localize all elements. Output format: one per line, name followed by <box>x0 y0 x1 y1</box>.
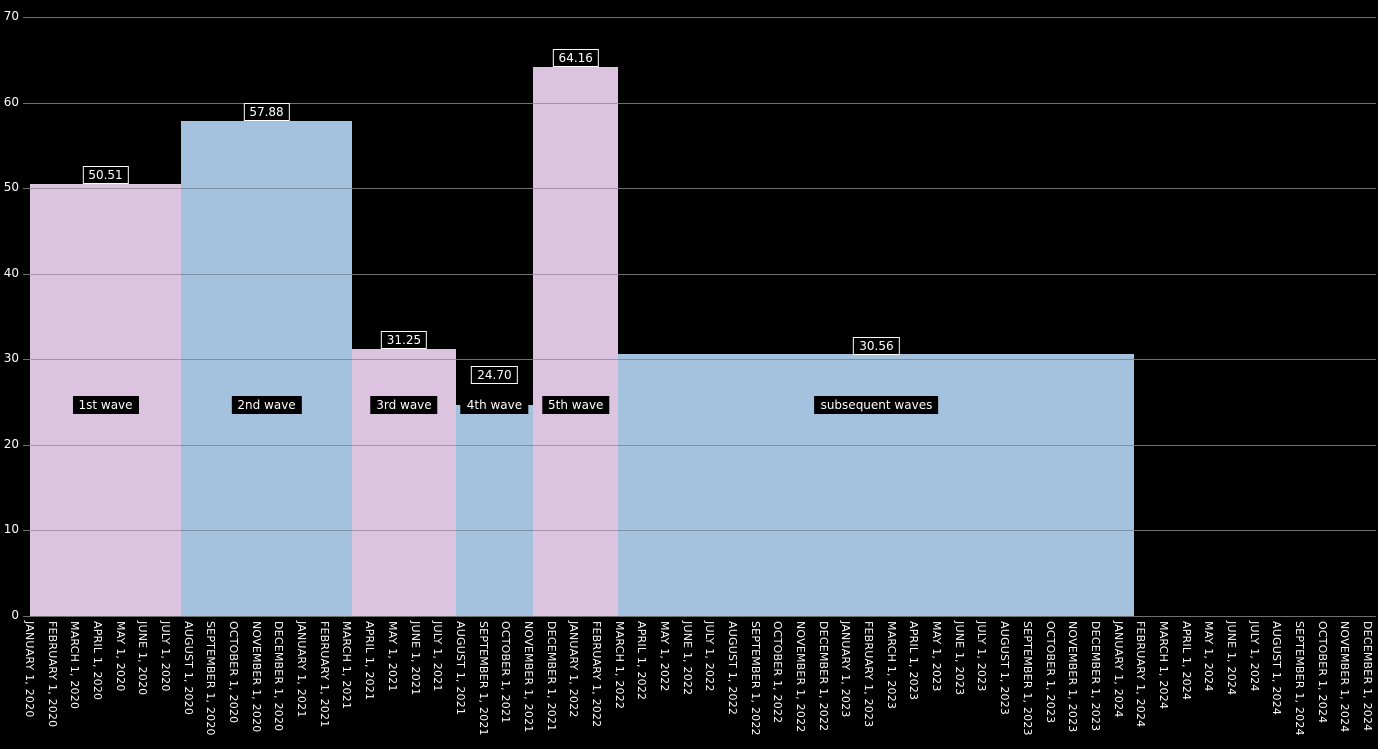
x-tick-label: NOVEMBER 1, 2023 <box>1066 621 1080 733</box>
value-label-4th-wave: 24.70 <box>471 365 518 384</box>
wave-label-2nd-wave: 2nd wave <box>231 395 302 414</box>
x-tick-label: DECEMBER 1, 2022 <box>816 621 830 732</box>
x-tick-label: DECEMBER 1, 2024 <box>1361 621 1374 732</box>
gridline-overlay-y20 <box>23 444 1376 446</box>
value-label-2nd-wave: 57.88 <box>243 102 290 121</box>
wave-label-3rd-wave: 3rd wave <box>370 395 438 414</box>
x-tick-label: MARCH 1, 2020 <box>68 621 82 710</box>
y-tick-label: 10 <box>3 522 19 537</box>
y-tick-label: 70 <box>3 9 19 23</box>
bar-5th-wave <box>532 66 619 616</box>
x-tick-label: APRIL 1, 2021 <box>363 621 377 701</box>
x-tick-label: JANUARY 1, 2024 <box>1111 621 1125 718</box>
x-tick-label: SEPTEMBER 1, 2024 <box>1292 621 1306 736</box>
y-tick-label: 40 <box>3 265 19 280</box>
gridline-y40 <box>23 273 1376 275</box>
x-tick-label: OCTOBER 1, 2023 <box>1043 621 1057 724</box>
y-tick-label: 50 <box>3 180 19 195</box>
gridline-overlay-y60 <box>23 102 1376 104</box>
x-tick-label: MARCH 1, 2024 <box>1156 621 1170 710</box>
x-tick-label: JULY 1, 2020 <box>159 621 173 692</box>
x-tick-label: JULY 1, 2024 <box>1247 621 1261 692</box>
wave-label-subsequent-waves: subsequent waves <box>814 395 939 414</box>
x-tick-label: DECEMBER 1, 2020 <box>272 621 286 732</box>
x-tick-label: OCTOBER 1, 2022 <box>771 621 785 724</box>
gridline-overlay-y10 <box>23 530 1376 532</box>
x-tick-label: SEPTEMBER 1, 2023 <box>1020 621 1034 736</box>
x-tick-label: NOVEMBER 1, 2024 <box>1338 621 1352 733</box>
value-label-subsequent-waves: 30.56 <box>853 336 900 355</box>
x-tick-label: OCTOBER 1, 2021 <box>499 621 513 724</box>
wave-label-5th-wave: 5th wave <box>542 395 610 414</box>
x-tick-label: JULY 1, 2022 <box>703 621 717 692</box>
x-tick-label: JUNE 1, 2024 <box>1224 621 1238 696</box>
x-tick-label: JULY 1, 2023 <box>975 621 989 692</box>
x-tick-label: JUNE 1, 2022 <box>680 621 694 696</box>
x-tick-label: SEPTEMBER 1, 2021 <box>476 621 490 736</box>
x-tick-label: FEBRUARY 1, 2022 <box>589 621 603 728</box>
x-tick-label: AUGUST 1, 2022 <box>726 621 740 716</box>
x-tick-label: APRIL 1, 2020 <box>91 621 105 701</box>
value-label-1st-wave: 50.51 <box>82 165 129 184</box>
x-tick-label: AUGUST 1, 2021 <box>453 621 467 716</box>
x-tick-label: APRIL 1, 2024 <box>1179 621 1193 701</box>
x-tick-label: JANUARY 1, 2021 <box>295 621 309 718</box>
x-tick-label: FEBRUARY 1, 2021 <box>317 621 331 728</box>
value-label-3rd-wave: 31.25 <box>380 330 428 349</box>
x-tick-label: JUNE 1, 2020 <box>136 621 150 696</box>
gridline-y60 <box>23 102 1376 104</box>
bar-subsequent-waves <box>618 354 1135 616</box>
x-tick-label: MAY 1, 2021 <box>385 621 399 692</box>
gridline-y0 <box>23 616 1376 617</box>
x-tick-label: NOVEMBER 1, 2022 <box>794 621 808 733</box>
x-tick-label: JULY 1, 2021 <box>431 621 445 692</box>
x-tick-label: MAY 1, 2022 <box>657 621 671 692</box>
x-tick-label: JANUARY 1, 2020 <box>23 621 36 718</box>
y-tick-label: 20 <box>3 436 19 451</box>
gridline-y70 <box>23 17 1376 18</box>
x-tick-label: NOVEMBER 1, 2020 <box>249 621 263 733</box>
bar-3rd-wave <box>352 348 456 616</box>
x-tick-label: SEPTEMBER 1, 2020 <box>204 621 218 736</box>
x-tick-label: AUGUST 1, 2023 <box>998 621 1012 716</box>
gridline-overlay-y40 <box>23 273 1376 275</box>
y-tick-label: 60 <box>3 94 19 109</box>
bar-4th-wave <box>455 404 533 616</box>
x-tick-label: APRIL 1, 2022 <box>635 621 649 701</box>
x-tick-label: OCTOBER 1, 2024 <box>1315 621 1329 724</box>
gridline-y50 <box>23 188 1376 190</box>
x-tick-label: MARCH 1, 2021 <box>340 621 354 710</box>
x-tick-label: MARCH 1, 2023 <box>884 621 898 710</box>
gridline-overlay-y30 <box>23 359 1376 361</box>
x-tick-label: MARCH 1, 2022 <box>612 621 626 710</box>
wave-label-4th-wave: 4th wave <box>460 395 529 414</box>
value-label-5th-wave: 64.16 <box>552 48 599 67</box>
x-tick-label: AUGUST 1, 2020 <box>181 621 195 716</box>
x-tick-label: JANUARY 1, 2023 <box>839 621 853 718</box>
x-tick-label: MAY 1, 2024 <box>1202 621 1216 692</box>
x-tick-label: MAY 1, 2020 <box>113 621 127 692</box>
wave-label-1st-wave: 1st wave <box>72 395 139 414</box>
gridline-overlay-y0 <box>23 616 1376 617</box>
x-tick-label: DECEMBER 1, 2023 <box>1088 621 1102 732</box>
x-tick-label: JUNE 1, 2021 <box>408 621 422 696</box>
x-tick-label: JANUARY 1, 2022 <box>567 621 581 718</box>
x-tick-label: FEBRUARY 1, 2024 <box>1134 621 1148 728</box>
x-tick-label: SEPTEMBER 1, 2022 <box>748 621 762 736</box>
bar-2nd-wave <box>181 120 353 616</box>
x-tick-label: OCTOBER 1, 2020 <box>227 621 241 724</box>
y-tick-label: 30 <box>3 351 19 366</box>
x-tick-label: MAY 1, 2023 <box>930 621 944 692</box>
x-tick-label: APRIL 1, 2023 <box>907 621 921 701</box>
x-tick-label: AUGUST 1, 2024 <box>1270 621 1284 716</box>
x-tick-label: DECEMBER 1, 2021 <box>544 621 558 732</box>
gridline-overlay-y50 <box>23 188 1376 190</box>
y-tick-label: 0 <box>11 608 19 622</box>
x-tick-label: FEBRUARY 1, 2023 <box>862 621 876 728</box>
x-tick-label: FEBRUARY 1, 2020 <box>45 621 59 728</box>
gridline-overlay-y70 <box>23 17 1376 18</box>
x-tick-label: NOVEMBER 1, 2021 <box>521 621 535 733</box>
x-tick-label: JUNE 1, 2023 <box>952 621 966 696</box>
